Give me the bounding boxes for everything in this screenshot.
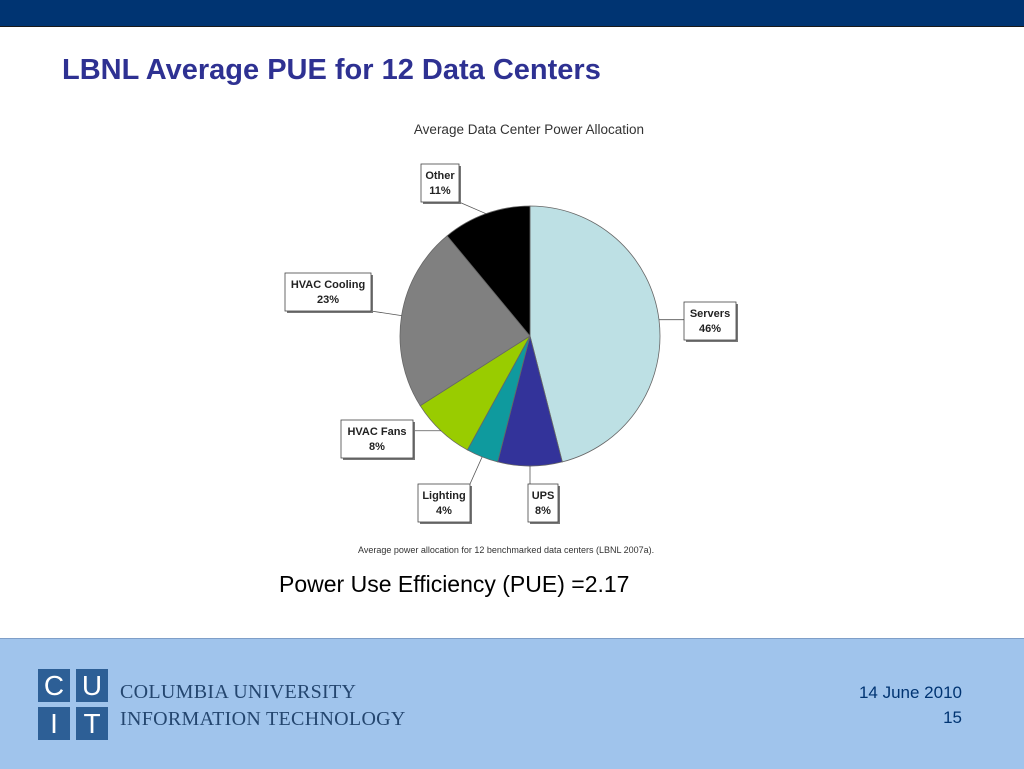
- slice-label-box-servers: [683, 301, 737, 341]
- slice-percent-hvac-fans: 8%: [369, 441, 385, 453]
- slice-label-hvac-cooling: HVAC Cooling: [291, 279, 365, 291]
- slice-label-box-lighting: [417, 483, 471, 523]
- logo-letter-c: C: [38, 669, 70, 702]
- leader-line-lighting: [469, 456, 483, 485]
- page-number: 15: [943, 708, 962, 727]
- logo-university-name: COLUMBIA UNIVERSITY: [120, 681, 357, 703]
- slice-label-ups: UPS: [532, 490, 555, 502]
- cuit-logo: C U I T COLUMBIA UNIVERSITY INFORMATION …: [38, 669, 418, 745]
- logo-letter-i: I: [38, 707, 70, 740]
- slice-label-box-other: [420, 163, 460, 203]
- slice-label-box-ups: [527, 483, 559, 523]
- chart-caption: Average power allocation for 12 benchmar…: [358, 545, 654, 555]
- slice-label-lighting: Lighting: [422, 490, 465, 502]
- slice-percent-ups: 8%: [535, 505, 551, 517]
- logo-letter-u: U: [76, 669, 108, 702]
- slice-percent-hvac-cooling: 23%: [317, 294, 339, 306]
- pie-slice-other: [446, 205, 531, 338]
- top-header-bar: [0, 0, 1024, 27]
- slice-percent-other: 11%: [429, 185, 451, 197]
- footer-band: C U I T COLUMBIA UNIVERSITY INFORMATION …: [0, 638, 1024, 769]
- pue-statement: Power Use Efficiency (PUE) =2.17: [279, 571, 630, 597]
- slice-percent-servers: 46%: [699, 323, 721, 335]
- leader-line-other: [458, 201, 487, 215]
- slide-title: LBNL Average PUE for 12 Data Centers: [62, 54, 601, 86]
- slice-label-box-hvac-fans: [340, 419, 414, 459]
- pie-chart: Average Data Center Power Allocation Ser…: [284, 122, 738, 555]
- logo-letter-t: T: [76, 707, 108, 740]
- leader-line-hvac-cooling: [370, 310, 402, 317]
- slice-label-hvac-fans: HVAC Fans: [347, 426, 406, 438]
- slice-label-other: Other: [425, 170, 455, 182]
- logo-department-name: INFORMATION TECHNOLOGY: [120, 708, 406, 730]
- slice-label-servers: Servers: [690, 308, 730, 320]
- chart-title: Average Data Center Power Allocation: [414, 122, 644, 137]
- slice-label-box-hvac-cooling: [284, 272, 372, 312]
- slice-percent-lighting: 4%: [436, 505, 452, 517]
- footer-date: 14 June 2010: [858, 683, 962, 702]
